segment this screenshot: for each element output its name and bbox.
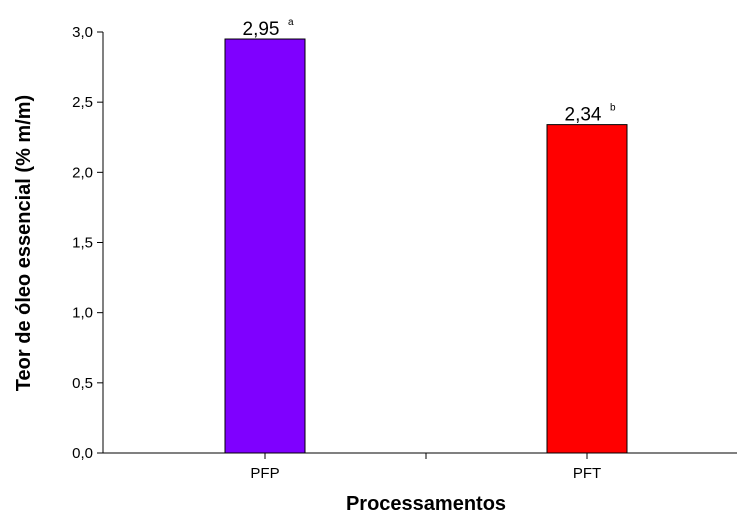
- y-tick-label: 1,5: [72, 235, 93, 252]
- data-label-superscript-pfp: a: [288, 17, 294, 28]
- x-tick-label-pfp: PFP: [250, 465, 279, 482]
- data-label-superscript-pft: b: [610, 103, 616, 114]
- y-axis-title: Teor de óleo essencial (% m/m): [13, 95, 35, 391]
- bar-pfp: [224, 38, 306, 454]
- data-label-pft: 2,34: [565, 105, 602, 126]
- x-axis-ticks: PFP PFT: [250, 453, 601, 482]
- x-axis-title: Processamentos: [346, 493, 506, 515]
- x-tick-label-pft: PFT: [573, 465, 601, 482]
- data-label-pfp: 2,95: [243, 19, 280, 40]
- y-tick-label: 3,0: [72, 24, 93, 41]
- y-axis-ticks: 0,0 0,5 1,0 1,5 2,0 2,5 3,0: [72, 24, 103, 462]
- y-tick-label: 2,5: [72, 94, 93, 111]
- bar-pft: [546, 124, 628, 454]
- y-tick-label: 0,5: [72, 375, 93, 392]
- data-labels: 2,95 a 2,34 b: [243, 17, 616, 126]
- y-tick-label: 1,0: [72, 305, 93, 322]
- bars: [224, 38, 628, 454]
- y-tick-label: 2,0: [72, 164, 93, 181]
- y-tick-label: 0,0: [72, 445, 93, 462]
